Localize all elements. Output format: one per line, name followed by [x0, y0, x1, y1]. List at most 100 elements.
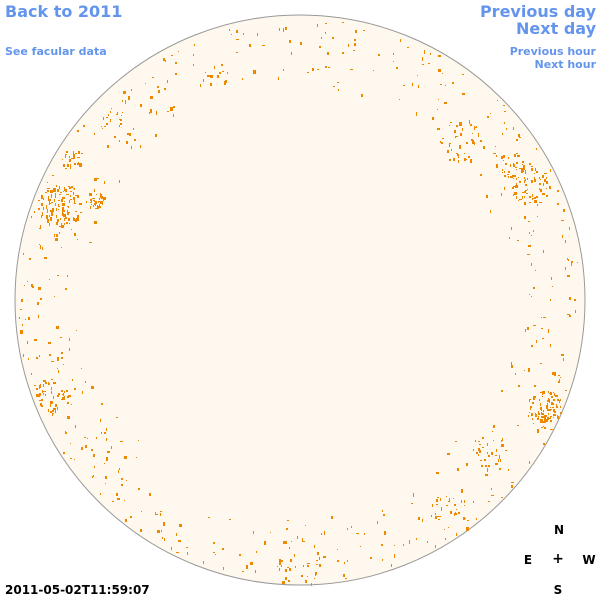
facula-speck [236, 30, 238, 33]
facula-speck [448, 527, 449, 528]
facula-speck [39, 228, 40, 229]
facula-speck [487, 468, 488, 472]
facula-speck [485, 474, 488, 476]
facula-speck [45, 192, 47, 193]
facula-speck [77, 239, 78, 240]
facula-speck [474, 142, 475, 145]
facula-speck [145, 83, 146, 84]
facula-speck [484, 459, 486, 461]
facula-speck [575, 310, 576, 313]
facula-speck [490, 210, 491, 213]
facula-speck [492, 431, 493, 432]
facula-speck [550, 169, 551, 172]
facula-speck [90, 194, 91, 196]
facula-speck [62, 203, 64, 204]
facula-speck [449, 143, 451, 144]
facula-speck [40, 225, 41, 229]
facula-speck [31, 373, 32, 375]
facula-speck [155, 512, 156, 515]
facula-speck [173, 106, 175, 108]
facula-speck [427, 541, 428, 543]
facula-speck [519, 181, 521, 183]
facula-speck [472, 140, 474, 144]
facula-speck [549, 399, 550, 403]
facula-speck [476, 518, 477, 520]
facula-speck [513, 186, 515, 187]
facula-speck [69, 338, 70, 341]
facula-speck [454, 130, 456, 133]
facula-speck [440, 84, 442, 85]
facula-speck [65, 288, 67, 290]
facula-speck [281, 565, 282, 567]
facula-speck [337, 549, 338, 550]
facula-speck [540, 419, 543, 423]
facula-speck [548, 391, 549, 393]
facula-speck [531, 263, 532, 266]
facula-speck [133, 128, 134, 130]
facula-speck [524, 196, 525, 198]
facula-speck [498, 459, 499, 462]
compass-south-label: S [553, 583, 563, 597]
facula-speck [210, 83, 212, 86]
facula-speck [546, 177, 547, 179]
facula-speck [57, 219, 59, 222]
facula-speck [516, 183, 517, 186]
facula-speck [569, 315, 571, 317]
facula-speck [546, 419, 548, 422]
facula-speck [56, 208, 57, 211]
facula-speck [529, 232, 530, 234]
facula-speck [73, 154, 75, 157]
facula-speck [59, 232, 60, 234]
facula-speck [69, 223, 70, 224]
previous-day-link[interactable]: Previous day [479, 2, 596, 21]
facula-speck [529, 202, 531, 203]
facula-speck [560, 406, 561, 408]
see-facular-data-link[interactable]: See facular data [5, 45, 107, 58]
facula-speck [435, 545, 436, 548]
facula-speck [62, 207, 64, 210]
facula-speck [462, 128, 463, 131]
facula-speck [432, 504, 433, 507]
facula-speck [78, 162, 79, 165]
facula-speck [203, 79, 204, 82]
compass-west-label: W [582, 553, 596, 567]
facula-speck [539, 177, 540, 179]
facula-speck [121, 478, 123, 480]
facula-speck [528, 415, 529, 417]
facula-speck [360, 546, 361, 547]
facula-speck [513, 194, 514, 196]
facula-speck [551, 277, 552, 280]
facula-speck [119, 468, 120, 470]
facula-speck [455, 136, 456, 138]
facula-speck [508, 157, 509, 159]
facula-speck [68, 186, 70, 187]
facula-speck [503, 155, 505, 158]
facula-speck [416, 112, 417, 116]
facula-speck [140, 530, 142, 532]
facula-speck [501, 497, 503, 498]
facula-speck [342, 52, 344, 54]
facula-speck [438, 99, 439, 100]
facula-speck [307, 72, 309, 73]
facula-speck [48, 409, 49, 412]
back-to-year-link[interactable]: Back to 2011 [5, 2, 123, 21]
facula-speck [175, 73, 177, 75]
facula-speck [314, 578, 315, 579]
facula-speck [511, 482, 514, 483]
previous-hour-link[interactable]: Previous hour [509, 45, 596, 58]
facula-speck [373, 70, 374, 71]
facula-speck [514, 154, 516, 157]
next-hour-link[interactable]: Next hour [534, 58, 597, 71]
facula-speck [307, 576, 308, 577]
facula-speck [57, 407, 58, 410]
facula-speck [53, 382, 56, 384]
facula-speck [60, 218, 61, 220]
facula-speck [319, 557, 320, 560]
next-day-link[interactable]: Next day [516, 19, 596, 38]
facula-speck [69, 187, 71, 189]
facula-speck [41, 195, 43, 199]
facula-speck [62, 394, 63, 395]
facula-speck [61, 247, 62, 248]
facula-speck [61, 357, 63, 359]
facula-speck [47, 188, 50, 189]
